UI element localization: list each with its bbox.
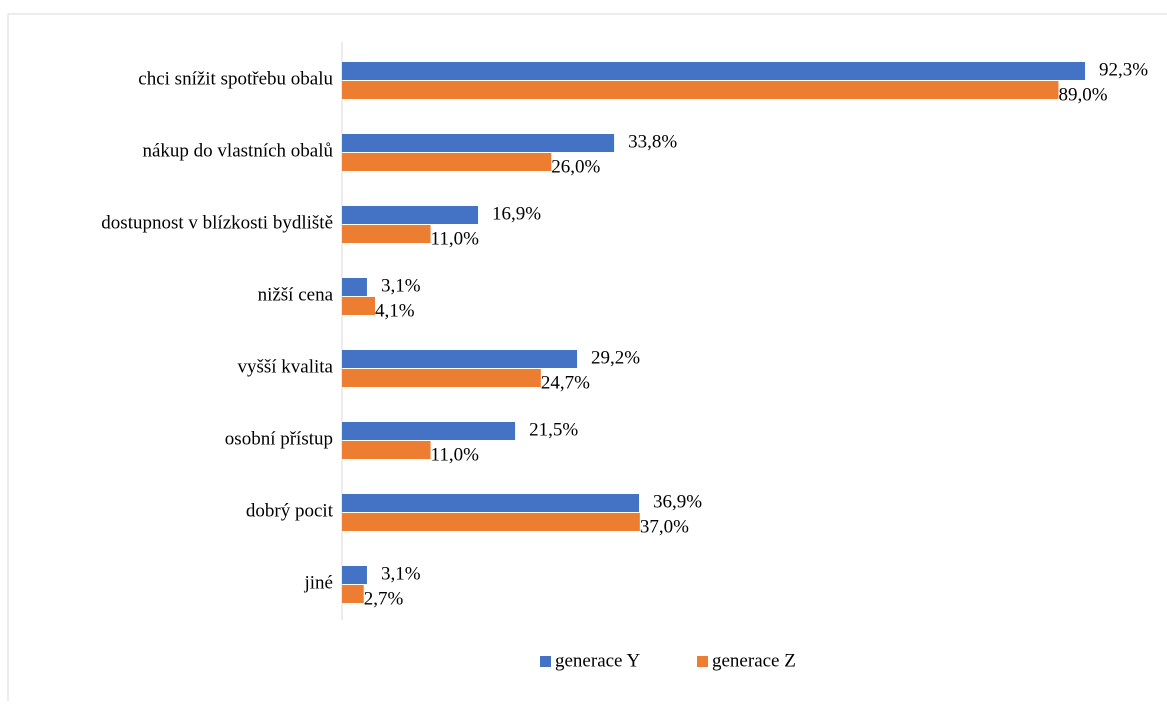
bar (342, 134, 615, 152)
bar (342, 225, 431, 243)
category-label: vyšší kvalita (237, 356, 333, 377)
value-label: 3,1% (381, 275, 421, 296)
value-label: 24,7% (541, 372, 590, 393)
value-label: 11,0% (431, 444, 480, 465)
value-label: 89,0% (1058, 84, 1107, 105)
bar (342, 297, 376, 315)
legend-label: generace Z (712, 650, 796, 671)
bar (342, 350, 578, 368)
bar (342, 566, 367, 584)
category-label: nákup do vlastních obalů (143, 140, 334, 161)
bar (342, 62, 1086, 80)
bar (342, 278, 367, 296)
category-label: chci snížit spotřebu obalu (138, 68, 333, 89)
value-label: 16,9% (492, 203, 541, 224)
value-label: 37,0% (640, 516, 689, 537)
category-label: dobrý pocit (246, 500, 334, 521)
value-label: 33,8% (628, 131, 677, 152)
legend-swatch (540, 656, 551, 667)
value-label: 26,0% (551, 156, 600, 177)
value-label: 11,0% (431, 228, 480, 249)
bar (342, 422, 516, 440)
bar (342, 206, 479, 224)
category-label: jiné (304, 572, 334, 593)
chart-frame (7, 13, 1167, 706)
value-label: 36,9% (653, 491, 702, 512)
category-label: dostupnost v blízkosti bydliště (101, 212, 333, 233)
bar (342, 369, 541, 387)
bar (342, 153, 552, 171)
category-label: osobní přístup (225, 428, 333, 449)
legend-label: generace Y (555, 650, 641, 671)
value-label: 29,2% (591, 347, 640, 368)
value-label: 2,7% (364, 588, 404, 609)
legend-swatch (697, 656, 708, 667)
bar (342, 513, 640, 531)
bar (342, 585, 364, 603)
value-label: 3,1% (381, 563, 421, 584)
bar (342, 441, 431, 459)
bar (342, 494, 640, 512)
value-label: 21,5% (529, 419, 578, 440)
bar (342, 81, 1059, 99)
value-label: 4,1% (375, 300, 415, 321)
value-label: 92,3% (1099, 59, 1148, 80)
category-label: nižší cena (258, 284, 334, 305)
